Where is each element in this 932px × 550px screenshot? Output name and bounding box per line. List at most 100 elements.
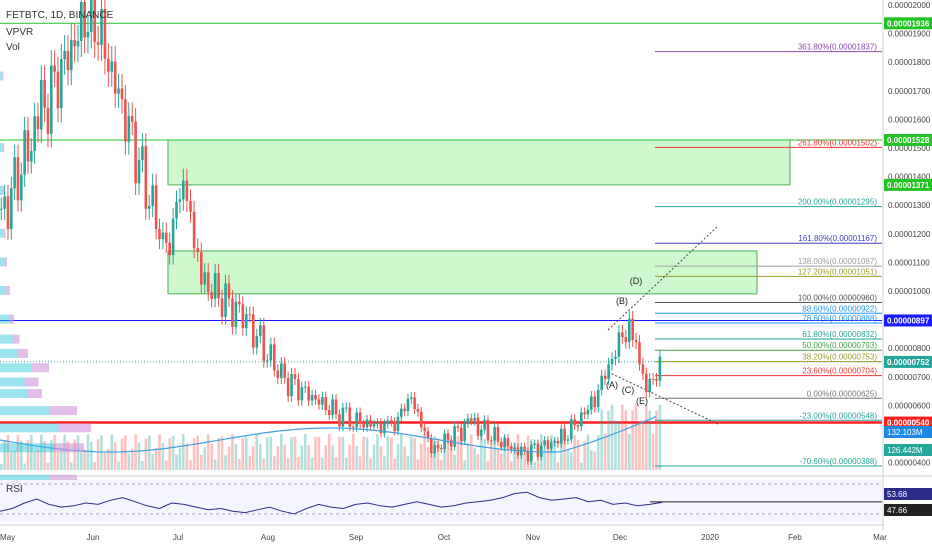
volume-bar	[553, 439, 556, 470]
candle-body	[393, 421, 396, 432]
volume-bar	[245, 436, 248, 470]
candle-body	[631, 318, 634, 340]
candle-body	[165, 232, 168, 243]
price-label-box-0	[884, 17, 932, 30]
volume-indicator-label[interactable]: Vol	[6, 42, 20, 53]
volume-bar	[189, 459, 192, 470]
volume-bar	[327, 434, 331, 470]
wedge-upper-line	[607, 225, 719, 331]
fib-level-label-14: -23.00%(0.00000548)	[800, 411, 878, 420]
volume-bar	[341, 437, 345, 470]
volume-bar	[182, 434, 185, 470]
volume-bar	[66, 441, 70, 470]
vpvr-bar-up	[0, 363, 32, 373]
fib-level-label-5: 127.20%(0.00001051)	[798, 267, 878, 276]
rsi-value-box-1	[884, 504, 932, 516]
volume-bar	[100, 435, 103, 470]
volume-bar	[86, 434, 90, 470]
volume-bar	[593, 451, 597, 470]
volume-bar	[234, 443, 238, 470]
volume-bar	[466, 442, 470, 470]
volume-bar	[26, 440, 30, 470]
candle-body	[348, 407, 352, 427]
volume-bar	[530, 439, 533, 470]
candle-body	[50, 65, 53, 134]
y-tick-label-5: 0.00001500	[888, 144, 931, 153]
volume-bar	[614, 420, 617, 470]
volume-bar	[231, 434, 234, 470]
candle-body	[446, 433, 450, 440]
volume-bar	[266, 437, 269, 470]
candle-body	[456, 426, 460, 428]
candle-body	[262, 325, 266, 362]
vpvr-bar-down	[31, 363, 49, 373]
vpvr-bar-up	[0, 228, 4, 238]
candle-body	[396, 416, 400, 432]
volume-bar	[476, 454, 480, 470]
candle-body	[141, 146, 144, 161]
volume-bar	[134, 434, 137, 470]
y-tick-label-3: 0.00001700	[888, 87, 931, 96]
fib-level-label-13: 0.00%(0.00000625)	[807, 389, 878, 398]
volume-bar	[390, 437, 393, 470]
volume-bar	[83, 449, 86, 470]
rsi-value-box-0	[884, 488, 932, 500]
volume-bar	[269, 436, 273, 470]
vpvr-bar-down	[4, 257, 7, 267]
candle-body	[400, 408, 403, 417]
volume-bar	[252, 446, 255, 470]
candle-body	[460, 427, 463, 441]
rsi-value-label-1: 47.66	[887, 506, 908, 515]
candle-body	[297, 379, 300, 401]
symbol-title: FETBTC, 1D, BINANCE	[6, 10, 114, 21]
rsi-indicator-label[interactable]: RSI	[6, 484, 23, 495]
candle-body	[490, 440, 493, 442]
fib-level-label-9: 61.80%(0.00000832)	[802, 330, 877, 339]
volume-bar	[33, 451, 36, 470]
y-tick-label-14: 0.00000600	[888, 401, 931, 410]
wave-label-4: (E)	[636, 396, 648, 406]
vpvr-bar-down	[2, 143, 5, 152]
candle-body	[376, 422, 379, 425]
volume-bar	[450, 447, 453, 470]
candle-body	[154, 185, 158, 229]
volume-bar	[379, 446, 383, 470]
volume-bar	[273, 456, 276, 470]
volume-bar	[543, 449, 546, 470]
candle-body	[53, 65, 56, 72]
volume-bar	[10, 451, 13, 470]
volume-bar	[533, 461, 536, 470]
candle-body	[276, 370, 280, 379]
volume-bar	[362, 436, 365, 470]
candle-body	[546, 440, 550, 449]
volume-bar	[456, 435, 460, 470]
volume-bar	[185, 443, 189, 470]
candle-body	[310, 395, 314, 401]
candle-body	[238, 301, 241, 305]
volume-bar	[430, 455, 433, 470]
candle-body	[430, 438, 433, 454]
volume-bar	[638, 421, 641, 470]
volume-bar	[617, 421, 621, 470]
volume-bar	[416, 459, 420, 470]
volume-moving-average	[0, 416, 657, 453]
candle-body	[362, 423, 365, 428]
volume-bar	[348, 444, 352, 470]
vpvr-bar-down	[2, 71, 4, 81]
volume-bar	[147, 435, 151, 470]
vpvr-bar-up	[0, 443, 54, 453]
volume-bar	[631, 410, 634, 470]
candle-body	[110, 61, 114, 72]
volume-bar	[124, 435, 127, 470]
volume-bar	[175, 454, 178, 470]
vpvr-indicator-label[interactable]: VPVR	[6, 27, 34, 38]
candle-body	[130, 116, 134, 122]
volume-bar	[440, 459, 443, 470]
fib-level-label-8: 78.60%(0.00000888)	[802, 314, 877, 323]
candle-body	[533, 443, 536, 446]
candle-body	[351, 426, 355, 428]
volume-bar	[196, 435, 199, 470]
candle-body	[607, 364, 610, 380]
fib-level-label-6: 100.00%(0.00000960)	[798, 293, 878, 302]
